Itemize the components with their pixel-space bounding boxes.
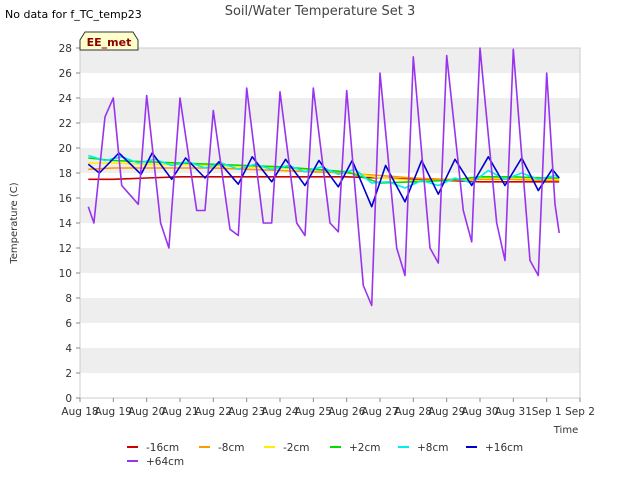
plot-bands (80, 48, 580, 373)
x-tick-label: Aug 18 (61, 406, 98, 418)
badge-shape (79, 31, 139, 51)
x-tick-label: Aug 19 (95, 406, 132, 418)
y-tick-label: 16 (59, 193, 73, 205)
grid-band (80, 348, 580, 373)
legend-label: -16cm (146, 442, 179, 454)
y-tick-label: 6 (65, 318, 72, 330)
grid-band (80, 48, 580, 73)
y-tick-label: 24 (59, 93, 73, 105)
x-tick-label: Aug 22 (195, 406, 232, 418)
legend-label: +8cm (417, 442, 448, 454)
x-tick-label: Aug 21 (161, 406, 198, 418)
legend-label: +2cm (349, 442, 380, 454)
y-tick-label: 22 (59, 118, 72, 130)
x-tick-label: Aug 23 (228, 406, 265, 418)
legend-label: -2cm (283, 442, 309, 454)
y-tick-label: 20 (59, 143, 72, 155)
y-tick-label: 4 (65, 343, 72, 355)
legend: -16cm -8cm -2cm +2cm +8cm +16cm +64cm (127, 442, 523, 468)
y-tick-label: 0 (65, 393, 72, 405)
y-tick-label: 2 (65, 368, 72, 380)
y-tick-label: 14 (59, 218, 73, 230)
legend-label: +64cm (146, 456, 184, 468)
chart-title: Soil/Water Temperature Set 3 (225, 4, 416, 19)
grid-band (80, 248, 580, 273)
y-axis-label: Temperature (C) (9, 182, 20, 264)
x-tick-label: Aug 25 (295, 406, 332, 418)
series-lines (87, 47, 560, 307)
x-tick-label: Aug 30 (461, 406, 498, 418)
y-tick-label: 8 (65, 293, 72, 305)
badge-label: EE_met (87, 36, 132, 49)
grid-band (80, 298, 580, 323)
legend-label: -8cm (218, 442, 244, 454)
x-tick-label: Aug 24 (261, 406, 299, 418)
x-tick-label: Aug 29 (428, 406, 465, 418)
x-tick-label: Aug 31 (495, 406, 532, 418)
grid-band (80, 98, 580, 123)
x-tick-label: Aug 20 (128, 406, 165, 418)
y-tick-label: 26 (59, 68, 73, 80)
x-axis-label: Time (553, 425, 578, 436)
x-tick-label: Sep 1 (532, 406, 562, 418)
y-tick-label: 10 (59, 268, 72, 280)
series-line-64cm (87, 47, 560, 307)
x-tick-label: Aug 28 (395, 406, 432, 418)
x-tick-label: Sep 2 (565, 406, 595, 418)
legend-label: +16cm (485, 442, 523, 454)
x-tick-label: Aug 26 (328, 406, 366, 418)
y-tick-label: 28 (59, 43, 72, 55)
y-tick-label: 18 (59, 168, 72, 180)
y-tick-label: 12 (59, 243, 72, 255)
x-tick-label: Aug 27 (361, 406, 398, 418)
ee-met-badge: EE_met (79, 31, 139, 51)
no-data-text: No data for f_TC_temp23 (5, 8, 142, 21)
